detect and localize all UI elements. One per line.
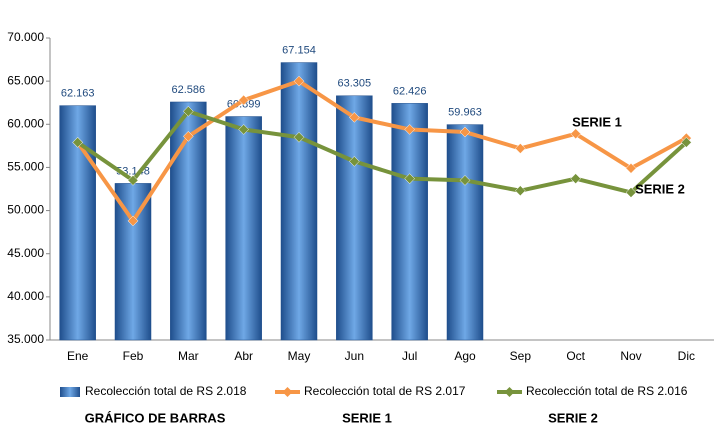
legend-label: Recolección total de RS 2.018 bbox=[85, 384, 247, 398]
footer-label: SERIE 1 bbox=[342, 410, 392, 425]
value-label: 67.154 bbox=[282, 44, 316, 56]
annotation: SERIE 1 bbox=[572, 114, 622, 129]
value-label: 62.163 bbox=[61, 88, 95, 100]
marker bbox=[404, 173, 416, 184]
x-tick-label: Oct bbox=[566, 349, 585, 363]
value-label: 59.963 bbox=[448, 107, 482, 119]
x-tick-label: Jul bbox=[402, 349, 417, 363]
y-tick-label: 60.000 bbox=[7, 116, 44, 130]
bar bbox=[391, 103, 428, 341]
legend-swatch bbox=[60, 387, 80, 397]
value-label: 62.426 bbox=[393, 85, 427, 97]
y-tick-label: 55.000 bbox=[7, 160, 44, 174]
x-tick-label: Abr bbox=[234, 349, 253, 363]
footer-label: GRÁFICO DE BARRAS bbox=[85, 410, 226, 425]
line bbox=[76, 79, 688, 223]
y-tick-label: 65.000 bbox=[7, 73, 44, 87]
x-tick-label: Mar bbox=[178, 349, 199, 363]
marker bbox=[182, 105, 194, 117]
marker bbox=[625, 187, 637, 198]
marker bbox=[293, 75, 305, 87]
marker bbox=[127, 175, 139, 186]
marker bbox=[514, 185, 526, 197]
x-tick-label: Dic bbox=[678, 349, 695, 363]
marker bbox=[625, 162, 637, 174]
marker bbox=[570, 128, 582, 140]
x-tick-label: Feb bbox=[123, 349, 144, 363]
marker bbox=[348, 156, 360, 167]
legend-label: Recolección total de RS 2.017 bbox=[304, 384, 466, 398]
y-tick-label: 50.000 bbox=[7, 203, 44, 217]
marker bbox=[514, 143, 526, 154]
y-tick-label: 70.000 bbox=[7, 30, 44, 44]
footer-label: SERIE 2 bbox=[548, 410, 598, 425]
marker bbox=[404, 124, 416, 135]
marker bbox=[680, 137, 692, 148]
x-tick-label: Jun bbox=[345, 349, 364, 363]
x-tick-label: Ago bbox=[454, 349, 476, 363]
marker bbox=[570, 173, 582, 184]
marker bbox=[182, 131, 194, 142]
marker bbox=[348, 112, 360, 123]
annotation: SERIE 2 bbox=[635, 181, 685, 196]
marker bbox=[293, 131, 305, 143]
y-tick-label: 40.000 bbox=[7, 289, 44, 303]
marker bbox=[238, 94, 250, 106]
x-tick-label: Ene bbox=[67, 349, 89, 363]
legend-marker bbox=[282, 387, 293, 397]
legend-marker bbox=[504, 387, 515, 397]
marker bbox=[72, 137, 84, 148]
x-tick-label: May bbox=[288, 349, 311, 363]
y-tick-label: 35.000 bbox=[7, 332, 44, 346]
x-tick-label: Sep bbox=[510, 349, 532, 363]
x-tick-label: Nov bbox=[620, 349, 641, 363]
marker bbox=[127, 215, 139, 227]
bar bbox=[114, 183, 152, 341]
bar bbox=[336, 95, 373, 341]
y-tick-label: 45.000 bbox=[7, 246, 44, 260]
bar bbox=[280, 62, 318, 341]
legend-label: Recolección total de RS 2.016 bbox=[526, 384, 688, 398]
line bbox=[76, 109, 688, 195]
marker bbox=[459, 126, 471, 138]
value-label: 63.305 bbox=[338, 78, 372, 90]
value-label: 62.586 bbox=[172, 84, 206, 96]
bar bbox=[225, 116, 262, 341]
bar bbox=[446, 124, 484, 341]
marker bbox=[238, 124, 250, 135]
marker bbox=[459, 175, 471, 186]
